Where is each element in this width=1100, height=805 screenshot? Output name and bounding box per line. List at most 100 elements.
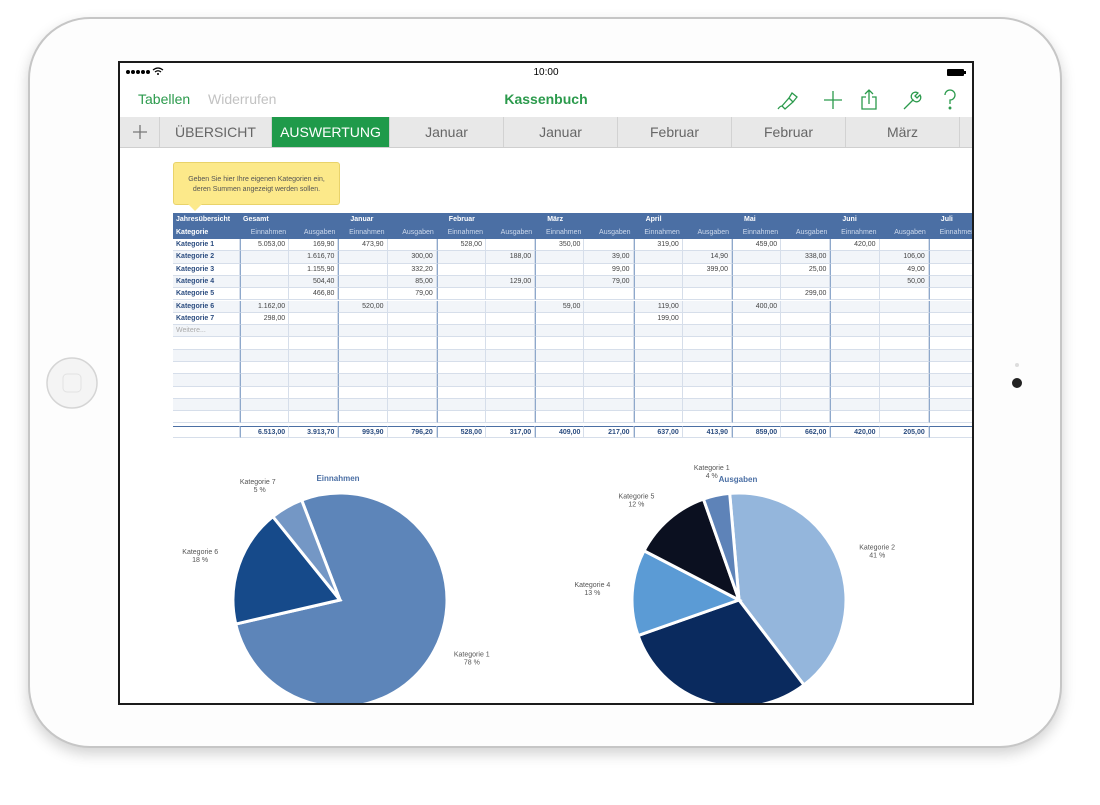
table-cell: 49,00 — [879, 263, 929, 276]
table-cell — [387, 349, 437, 362]
table-cell — [240, 398, 290, 412]
table-cell — [240, 337, 290, 350]
table-cell — [633, 374, 683, 387]
table-cell: 25,00 — [781, 263, 831, 276]
table-cell — [928, 362, 972, 375]
table-cell — [781, 275, 831, 289]
sheet-tab[interactable]: Januar — [390, 117, 504, 147]
table-cell: 400,00 — [732, 300, 782, 313]
table-cell — [928, 300, 972, 313]
table-cell — [633, 349, 683, 362]
table-cell — [387, 300, 437, 313]
table-cell: 1.616,70 — [289, 251, 339, 264]
row-header — [173, 374, 240, 387]
column-header: Ausgaben — [303, 229, 336, 236]
table-cell — [584, 337, 634, 350]
add-sheet[interactable] — [120, 117, 160, 147]
table-cell — [436, 288, 486, 301]
column-header: Einnahmen — [841, 229, 877, 236]
tables-button[interactable]: Tabellen — [138, 91, 191, 107]
table-cell — [338, 312, 388, 326]
table-cell — [633, 398, 683, 412]
table-cell — [732, 312, 782, 326]
table-cell — [682, 386, 732, 399]
table-cell — [584, 288, 634, 301]
table-cell — [928, 312, 972, 326]
table-cell: 298,00 — [240, 312, 290, 326]
sheet-tab[interactable]: März — [846, 117, 960, 147]
table-cell — [584, 411, 634, 424]
row-header: Kategorie 4 — [173, 275, 240, 289]
table-cell: 350,00 — [535, 239, 585, 252]
table-cell: 459,00 — [732, 239, 782, 252]
row-header: Kategorie 1 — [173, 239, 240, 252]
sheet-tab[interactable]: Februar — [618, 117, 732, 147]
table-cell — [830, 288, 880, 301]
row-header — [173, 362, 240, 375]
pie-slice — [231, 514, 343, 626]
table-cell — [535, 349, 585, 362]
table-cell — [732, 325, 782, 338]
table-cell — [535, 411, 585, 424]
table-cell — [289, 398, 339, 412]
slice-label: Kategorie 2 — [859, 544, 895, 551]
table-cell — [732, 386, 782, 399]
add-icon[interactable] — [824, 91, 842, 109]
pie-slice — [701, 491, 741, 601]
column-header: Einnahmen — [447, 229, 483, 236]
sheet-tab[interactable]: AUSWERTUNG — [272, 117, 390, 147]
row-header: Kategorie 5 — [173, 288, 240, 301]
table-cell — [387, 362, 437, 375]
home-button[interactable] — [44, 355, 104, 415]
undo-button[interactable]: Widerrufen — [208, 91, 277, 107]
pie-slice — [233, 491, 449, 703]
sheet-tab[interactable]: ÜBERSICHT — [160, 117, 272, 147]
table-cell — [584, 386, 634, 399]
sheet-tabs: ÜBERSICHT AUSWERTUNG Januar Januar Februar Fe… — [120, 117, 972, 148]
table-cell — [338, 349, 388, 362]
table-cell — [830, 362, 880, 375]
help-icon[interactable] — [944, 89, 956, 110]
pie-slice — [636, 598, 807, 703]
share-icon[interactable] — [861, 89, 877, 110]
settings-icon[interactable] — [903, 91, 922, 110]
table-cell — [289, 362, 339, 375]
table-cell — [830, 374, 880, 387]
column-header: Ausgaben — [500, 229, 533, 236]
table-cell — [338, 411, 388, 424]
table-cell: 399,00 — [682, 263, 732, 276]
column-header: Ausgaben — [697, 229, 729, 236]
table-cell — [584, 398, 634, 412]
row-header — [173, 349, 240, 362]
brush-icon[interactable] — [777, 92, 798, 110]
table-cell — [486, 374, 536, 387]
table-cell — [387, 337, 437, 350]
table-cell — [928, 374, 972, 387]
table-cell — [387, 398, 437, 412]
sheet-tab[interactable]: Februar — [732, 117, 846, 147]
slice-label: Kategorie 4 — [575, 582, 611, 589]
table-cell — [240, 251, 290, 264]
group-header: Februar — [448, 216, 475, 223]
table-cell — [436, 362, 486, 375]
table-cell — [879, 325, 929, 338]
table-cell — [387, 374, 437, 387]
table-cell — [387, 239, 437, 252]
table-cell — [682, 275, 732, 289]
column-header: Ausgaben — [599, 229, 631, 236]
group-header: Juni — [842, 216, 857, 223]
status-bar: 10:00 — [126, 67, 966, 78]
row-header: Weitere... — [173, 325, 240, 338]
slice-value-label: 13 % — [584, 590, 600, 597]
table-cell — [535, 263, 585, 276]
table-cell — [486, 362, 536, 375]
group-header: Jahresübersicht — [176, 216, 231, 223]
table-cell: 188,00 — [486, 251, 536, 264]
tooltip-line: Geben Sie hier Ihre eigenen Kategorien e… — [188, 176, 325, 183]
sheet-tab[interactable]: Januar — [504, 117, 618, 147]
table-cell — [682, 349, 732, 362]
table-cell — [879, 398, 929, 412]
slice-value-label: 78 % — [464, 660, 480, 667]
table-cell — [732, 288, 782, 301]
table-cell: 504,40 — [289, 275, 339, 289]
